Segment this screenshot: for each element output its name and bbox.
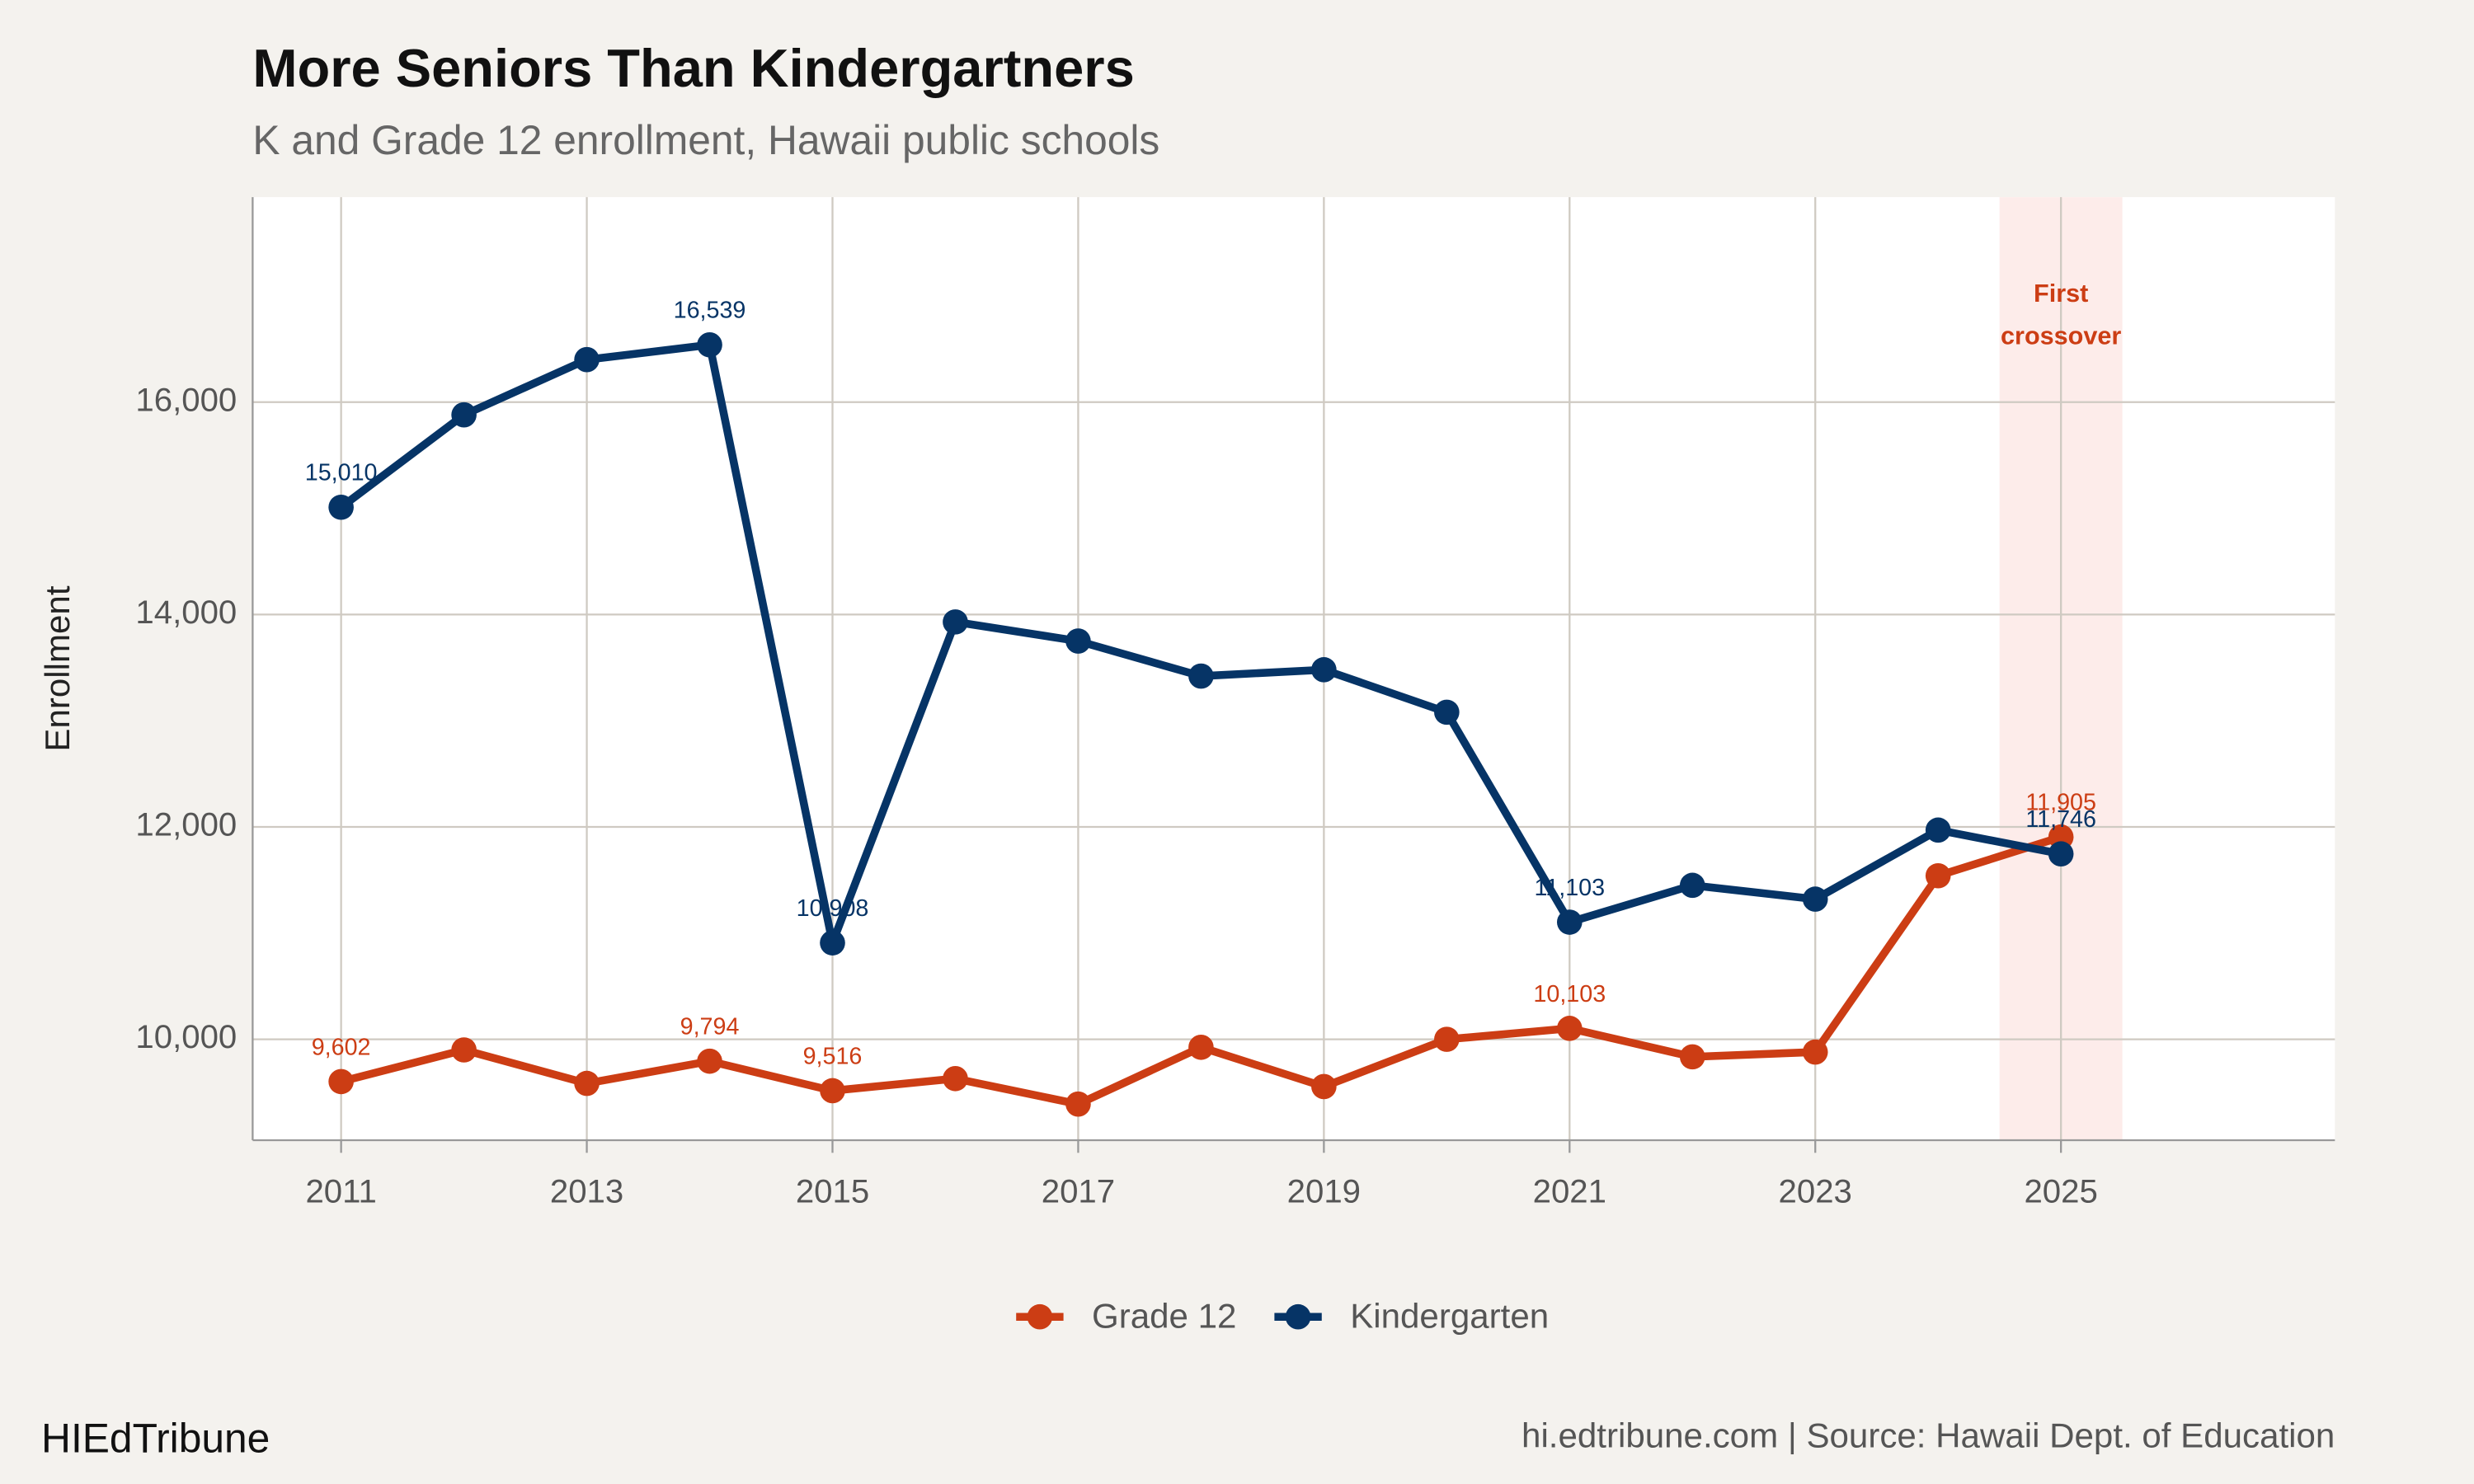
data-label: 11,746 bbox=[2025, 806, 2096, 833]
data-point bbox=[697, 1048, 722, 1074]
source: hi.edtribune.com | Source: Hawaii Dept. … bbox=[1522, 1416, 2335, 1455]
data-point bbox=[451, 1037, 477, 1063]
data-point bbox=[820, 930, 845, 956]
data-label: 9,602 bbox=[312, 1034, 371, 1060]
data-label: 9,794 bbox=[680, 1014, 740, 1040]
data-point bbox=[1434, 699, 1460, 726]
data-point bbox=[574, 1070, 600, 1097]
data-point bbox=[1925, 817, 1951, 843]
legend-swatch-point bbox=[1285, 1303, 1311, 1330]
data-point bbox=[1679, 1044, 1705, 1070]
x-tick-label: 2013 bbox=[550, 1173, 623, 1210]
data-point bbox=[1065, 1091, 1091, 1117]
x-tick-label: 2015 bbox=[796, 1173, 869, 1210]
data-label: 10,103 bbox=[1533, 981, 1606, 1007]
credit: HIEdTribune bbox=[41, 1415, 270, 1461]
legend-label: Kindergarten bbox=[1350, 1296, 1549, 1335]
data-label: 9,516 bbox=[803, 1043, 863, 1069]
legend-label: Grade 12 bbox=[1092, 1296, 1236, 1335]
legend: Grade 12 Kindergarten bbox=[1016, 1296, 1549, 1335]
annotation: First bbox=[2034, 279, 2088, 308]
data-point bbox=[328, 494, 354, 520]
chart-title: More Seniors Than Kindergartners bbox=[252, 38, 1134, 98]
y-tick-label: 16,000 bbox=[135, 381, 237, 418]
data-point bbox=[1925, 862, 1951, 889]
data-point bbox=[1311, 657, 1337, 683]
y-tick-label: 12,000 bbox=[135, 806, 237, 843]
data-point bbox=[1556, 909, 1583, 935]
data-point bbox=[1188, 663, 1214, 689]
y-tick-label: 14,000 bbox=[135, 594, 237, 631]
x-tick-label: 2017 bbox=[1042, 1173, 1115, 1210]
data-label: 15,010 bbox=[305, 460, 378, 486]
data-point bbox=[697, 331, 722, 358]
data-point bbox=[943, 609, 968, 635]
data-point bbox=[2048, 841, 2074, 867]
chart-subtitle: K and Grade 12 enrollment, Hawaii public… bbox=[252, 117, 1159, 163]
data-point bbox=[1188, 1034, 1214, 1060]
data-point bbox=[1802, 1039, 1828, 1065]
data-point bbox=[1556, 1016, 1583, 1041]
data-point bbox=[820, 1078, 845, 1104]
data-point bbox=[328, 1068, 354, 1095]
data-label: 10,908 bbox=[797, 895, 869, 922]
y-tick-label: 10,000 bbox=[135, 1018, 237, 1055]
data-label: 16,539 bbox=[674, 298, 746, 324]
data-point bbox=[574, 346, 600, 373]
x-tick-label: 2021 bbox=[1533, 1173, 1606, 1210]
annotation: crossover bbox=[2001, 322, 2121, 350]
legend-swatch-point bbox=[1027, 1303, 1053, 1330]
data-point bbox=[1311, 1073, 1337, 1100]
data-point bbox=[1065, 628, 1091, 654]
x-tick-label: 2025 bbox=[2024, 1173, 2097, 1210]
data-point bbox=[1802, 886, 1828, 912]
x-tick-label: 2023 bbox=[1779, 1173, 1852, 1210]
x-tick-label: 2019 bbox=[1287, 1173, 1361, 1210]
data-point bbox=[1679, 872, 1705, 899]
data-point bbox=[1434, 1026, 1460, 1052]
y-axis-label: Enrollment bbox=[38, 585, 77, 751]
data-point bbox=[451, 402, 477, 428]
data-point bbox=[943, 1065, 968, 1092]
data-label: 11,103 bbox=[1534, 875, 1605, 901]
data-label: 11,905 bbox=[2025, 790, 2096, 816]
x-tick-label: 2011 bbox=[305, 1173, 376, 1210]
plot-layer: 10,000 12,000 14,000 16,000 2011 2013 2015 2017… bbox=[135, 197, 2335, 1335]
